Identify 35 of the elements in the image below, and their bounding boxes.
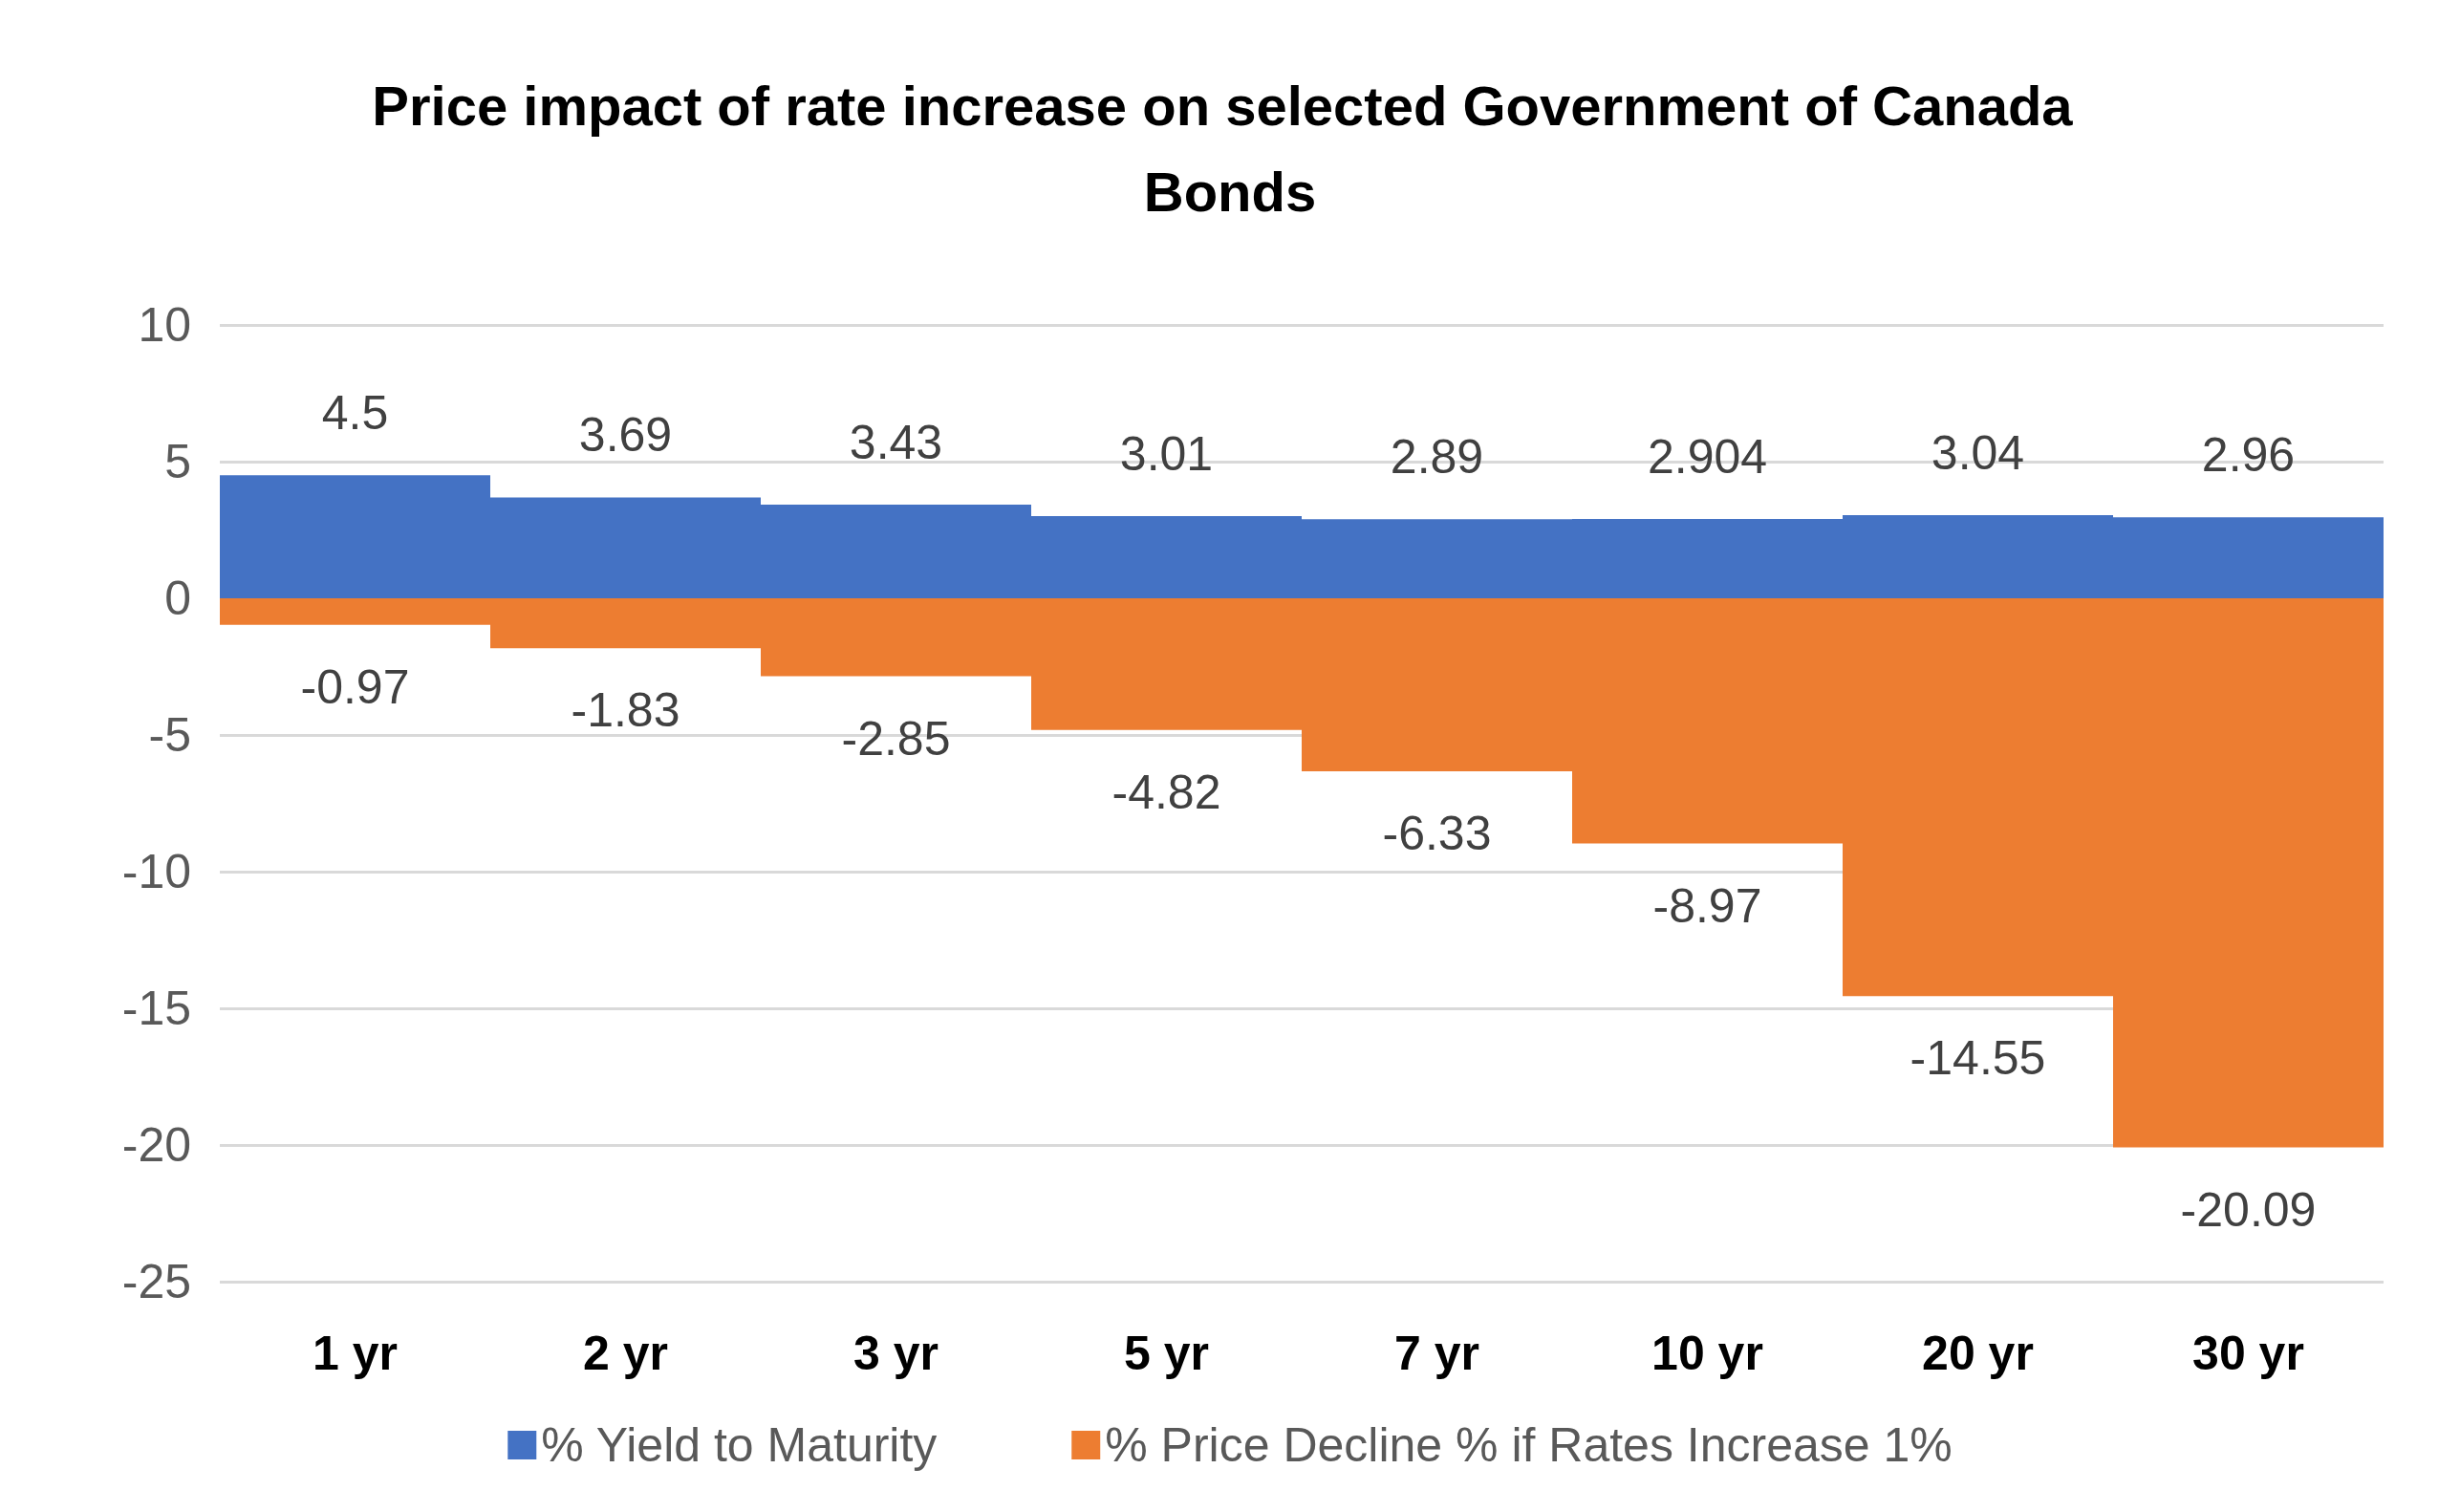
y-tick-label: 0 <box>164 572 191 625</box>
data-label: -14.55 <box>1910 1031 2046 1086</box>
data-label: 3.04 <box>1931 426 2025 481</box>
data-label: 3.43 <box>849 415 943 469</box>
data-label: -20.09 <box>2180 1182 2317 1237</box>
data-label: 2.89 <box>1390 430 1484 485</box>
x-tick-label: 5 yr <box>1124 1327 1209 1380</box>
data-label: -2.85 <box>841 711 951 766</box>
x-tick-label: 7 yr <box>1394 1327 1479 1380</box>
y-tick-label: 5 <box>164 435 191 488</box>
x-tick-label: 20 yr <box>1922 1327 2034 1380</box>
data-label: 3.01 <box>1119 426 1214 481</box>
y-tick-label: -15 <box>121 982 191 1035</box>
data-label: -0.97 <box>300 659 410 714</box>
legend-label: % Price Decline % if Rates Increase 1% <box>1105 1418 1953 1472</box>
legend-label: % Yield to Maturity <box>541 1418 938 1472</box>
data-label: 2.96 <box>2201 428 2296 483</box>
data-label: 2.904 <box>1647 429 1768 484</box>
y-tick-label: 10 <box>138 298 191 352</box>
x-tick-label: 3 yr <box>853 1327 939 1380</box>
data-label: 4.5 <box>321 386 389 441</box>
data-label: -8.97 <box>1652 878 1762 933</box>
x-tick-label: 2 yr <box>583 1327 668 1380</box>
data-label: -6.33 <box>1382 807 1492 861</box>
y-tick-label: -20 <box>121 1118 191 1172</box>
chart-title: Price impact of rate increase on selected Government of Canada Bonds <box>372 74 2088 223</box>
x-tick-label: 10 yr <box>1651 1327 1763 1380</box>
y-tick-label: -5 <box>148 708 191 762</box>
x-tick-label: 1 yr <box>313 1327 398 1380</box>
y-tick-label: -10 <box>121 845 191 898</box>
data-label: 3.69 <box>578 408 673 463</box>
data-label: -1.83 <box>571 683 680 738</box>
data-label: -4.82 <box>1111 765 1221 819</box>
y-tick-label: -25 <box>121 1255 191 1308</box>
x-tick-label: 30 yr <box>2192 1327 2304 1380</box>
